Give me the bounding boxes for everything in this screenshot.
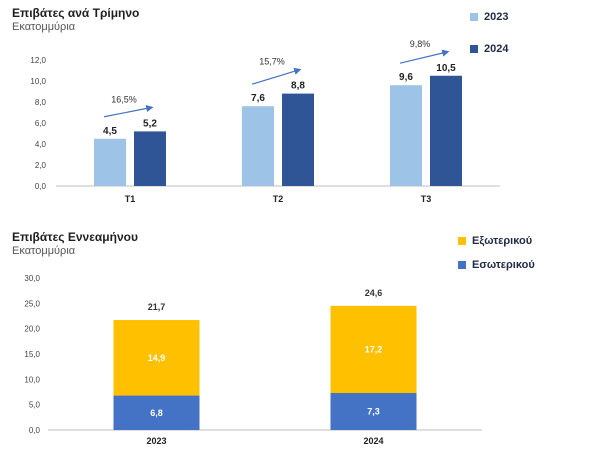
legend-label: Εσωτερικού [472, 259, 535, 271]
stacked-bar-segment [113, 320, 200, 396]
data-label: 9,6 [399, 72, 413, 83]
y-tick-label: 15,0 [24, 350, 40, 359]
legend-swatch-icon [458, 237, 466, 245]
legend-item: 2023 [470, 8, 508, 26]
chart-title: Επιβάτες Εννεαμήνου [12, 230, 138, 244]
growth-label: 15,7% [259, 57, 285, 67]
stacked-bar-segment [330, 393, 417, 430]
growth-arrow-icon [251, 67, 302, 85]
y-tick-label: 10,0 [30, 77, 46, 86]
data-label: 6,8 [150, 408, 163, 418]
bar [242, 106, 274, 186]
data-label: 10,5 [436, 63, 456, 74]
chart-legend: 2023 2024 [470, 8, 508, 58]
chart-plot-area: 0,0 5,0 10,0 15,0 20,0 25,0 30,0 6,8 14,9 21,7 202… [24, 274, 482, 446]
legend-swatch-icon [458, 261, 466, 269]
stacked-bar-segment [330, 305, 417, 394]
y-tick-label: 0,0 [29, 426, 41, 435]
data-label: 8,8 [291, 81, 305, 92]
legend-label: 2024 [484, 43, 509, 55]
quarterly-passengers-chart: Επιβάτες ανά Τρίμηνο Εκατομμύρια 2023 20… [0, 0, 600, 215]
legend-item: Εσωτερικού [458, 256, 535, 274]
x-tick-label: Τ2 [273, 194, 284, 204]
chart-legend: Εξωτερικού Εσωτερικού [458, 232, 535, 274]
y-tick-label: 2,0 [35, 161, 47, 170]
total-label: 24,6 [365, 288, 383, 298]
x-tick-label: 2023 [146, 436, 166, 446]
legend-label: 2023 [484, 11, 509, 23]
legend-swatch-icon [470, 45, 478, 53]
data-label: 7,3 [367, 407, 380, 417]
total-label: 21,7 [148, 302, 166, 312]
y-tick-label: 5,0 [29, 401, 41, 410]
y-tick-label: 12,0 [30, 56, 46, 65]
legend-label: Εξωτερικού [472, 235, 533, 247]
data-label: 5,2 [143, 118, 157, 129]
legend-item: 2024 [470, 40, 508, 58]
stacked-bar-segment [113, 395, 200, 430]
data-label: 17,2 [365, 344, 383, 354]
chart-title: Επιβάτες ανά Τρίμηνο [12, 6, 140, 20]
bar [430, 75, 462, 186]
x-tick-label: 2024 [363, 436, 383, 446]
growth-arrow-icon [103, 104, 154, 118]
bar [134, 131, 166, 186]
nine-month-passengers-chart: Επιβάτες Εννεαμήνου Εκατομμύρια Εξωτερικ… [0, 222, 600, 465]
chart-subtitle: Εκατομμύρια [12, 245, 76, 257]
chart-subtitle: Εκατομμύρια [12, 21, 76, 33]
y-tick-label: 30,0 [24, 274, 40, 283]
y-tick-label: 25,0 [24, 299, 40, 308]
y-tick-label: 10,0 [24, 375, 40, 384]
growth-label: 16,5% [111, 94, 137, 104]
x-tick-label: Τ3 [421, 194, 432, 204]
x-tick-label: Τ1 [125, 194, 136, 204]
growth-arrow-icon [399, 49, 450, 64]
growth-label: 9,8% [410, 39, 431, 49]
legend-swatch-icon [470, 13, 478, 21]
legend-item: Εξωτερικού [458, 232, 535, 250]
data-label: 7,6 [251, 93, 265, 104]
bar [390, 85, 422, 186]
y-tick-label: 0,0 [35, 182, 47, 191]
y-tick-label: 6,0 [35, 119, 47, 128]
chart-plot-area: 0,0 2,0 4,0 6,0 8,0 10,0 12,0 4,5 5,2 16,5% Τ1 7,6 8… [30, 39, 500, 204]
y-tick-label: 8,0 [35, 98, 47, 107]
data-label: 14,9 [148, 353, 166, 363]
data-label: 4,5 [103, 126, 117, 137]
bar [94, 138, 126, 186]
y-tick-label: 20,0 [24, 325, 40, 334]
y-tick-label: 4,0 [35, 140, 47, 149]
bar [282, 93, 314, 186]
